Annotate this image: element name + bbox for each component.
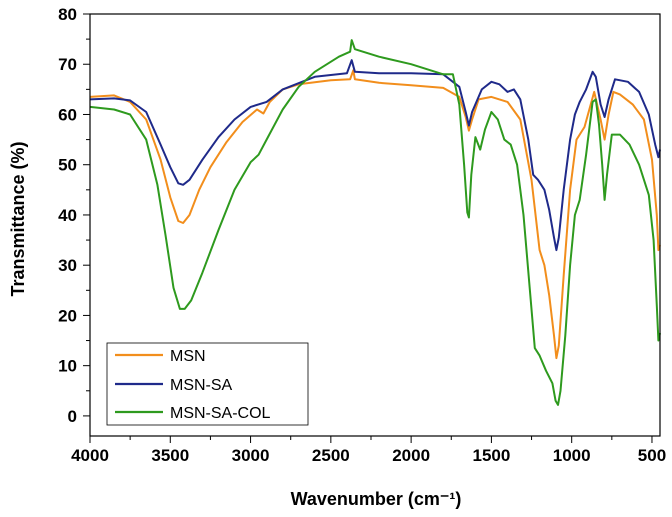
- legend-item-msn-sa: MSN-SA: [115, 377, 233, 394]
- x-tick-label: 2500: [312, 446, 350, 465]
- legend: MSN MSN-SA MSN-SA-COL: [106, 342, 309, 426]
- series-layer: [89, 39, 661, 406]
- x-tick-label: 1500: [472, 446, 510, 465]
- x-tick-label: 2000: [392, 446, 430, 465]
- series-line-msn-sa-col: [89, 39, 661, 406]
- legend-label-msn-sa: MSN-SA: [170, 377, 233, 394]
- x-tick-label: 3500: [151, 446, 189, 465]
- y-tick-label: 50: [58, 156, 77, 175]
- y-tick-label: 10: [58, 357, 77, 376]
- y-tick-label: 60: [58, 105, 77, 124]
- tick-label-layer: 4000 3500 3000 2500 2000 1500 1000 500 0 10 20 30 40…: [58, 5, 666, 465]
- legend-label-msn-sa-col: MSN-SA-COL: [170, 405, 271, 422]
- y-axis-title: Transmittance (%): [8, 141, 28, 296]
- series-line-msn-sa: [89, 59, 661, 252]
- y-tick-label: 20: [58, 306, 77, 325]
- x-tick-label: 500: [638, 446, 666, 465]
- series-line-msn: [89, 69, 661, 360]
- plot-frame: [89, 13, 661, 437]
- legend-item-msn-sa-col: MSN-SA-COL: [115, 405, 271, 422]
- axes-layer: [83, 13, 653, 443]
- y-tick-label: 70: [58, 55, 77, 74]
- legend-item-msn: MSN: [115, 348, 206, 365]
- x-tick-label: 3000: [232, 446, 270, 465]
- y-tick-label: 40: [58, 206, 77, 225]
- x-tick-label: 1000: [553, 446, 591, 465]
- y-tick-label: 30: [58, 256, 77, 275]
- x-axis-title: Wavenumber (cm⁻¹): [291, 489, 462, 509]
- x-tick-label: 4000: [71, 446, 109, 465]
- legend-label-msn: MSN: [170, 348, 206, 365]
- y-tick-label: 80: [58, 5, 77, 24]
- y-tick-label: 0: [68, 407, 77, 426]
